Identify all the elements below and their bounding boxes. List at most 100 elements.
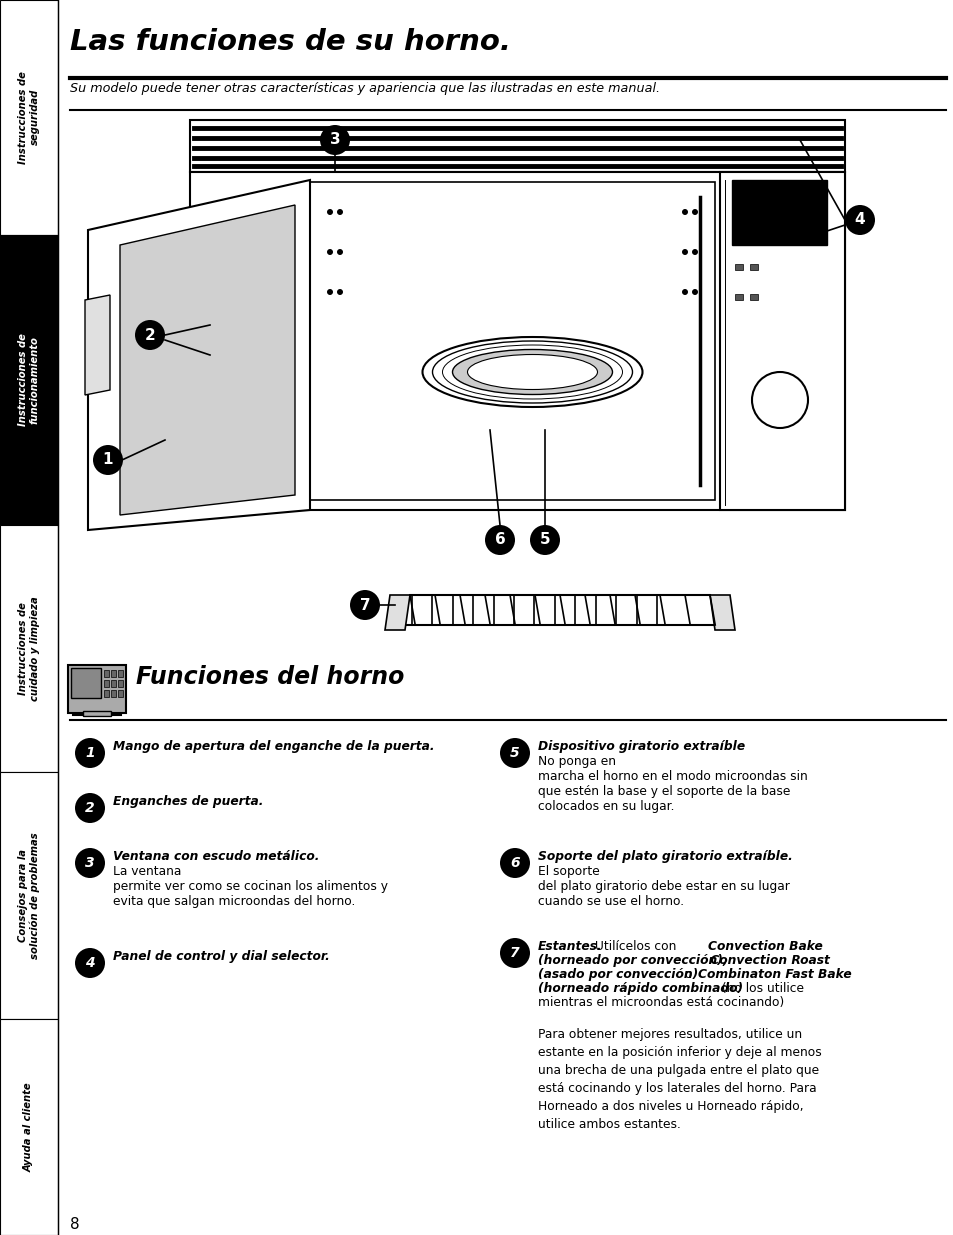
Polygon shape xyxy=(88,180,310,530)
Text: Instrucciones de
funcionamiento: Instrucciones de funcionamiento xyxy=(18,333,40,426)
Bar xyxy=(68,664,126,713)
Bar xyxy=(190,172,844,510)
Polygon shape xyxy=(85,295,110,395)
Text: 3: 3 xyxy=(330,132,340,147)
Bar xyxy=(749,294,758,300)
Text: Utilícelos con: Utilícelos con xyxy=(590,940,679,953)
Circle shape xyxy=(336,249,343,254)
Bar xyxy=(749,264,758,270)
Circle shape xyxy=(499,939,530,968)
Bar xyxy=(0,525,58,772)
Text: Soporte del plato giratorio extraíble.: Soporte del plato giratorio extraíble. xyxy=(537,850,792,863)
Text: 5: 5 xyxy=(539,532,550,547)
Bar xyxy=(310,182,714,500)
Circle shape xyxy=(327,209,333,215)
Text: 2: 2 xyxy=(85,802,94,815)
Circle shape xyxy=(681,289,687,295)
Text: Combinaton Fast Bake: Combinaton Fast Bake xyxy=(698,968,851,981)
Bar xyxy=(111,680,116,687)
Text: Mango de apertura del enganche de la puerta.: Mango de apertura del enganche de la pue… xyxy=(112,740,434,753)
Bar xyxy=(734,294,742,300)
Text: Enganches de puerta.: Enganches de puerta. xyxy=(112,795,263,808)
Bar xyxy=(83,711,111,716)
Circle shape xyxy=(691,289,698,295)
Text: 1: 1 xyxy=(85,746,94,760)
Text: Dispositivo giratorio extraíble: Dispositivo giratorio extraíble xyxy=(537,740,744,753)
Circle shape xyxy=(681,209,687,215)
Circle shape xyxy=(75,948,105,978)
Circle shape xyxy=(691,209,698,215)
Text: (horneado por convección),: (horneado por convección), xyxy=(537,953,727,967)
Text: 7: 7 xyxy=(510,946,519,960)
Text: 5: 5 xyxy=(510,746,519,760)
Text: La ventana
permite ver como se cocinan los alimentos y
evita que salgan microond: La ventana permite ver como se cocinan l… xyxy=(112,864,388,908)
Bar xyxy=(190,120,844,172)
Bar xyxy=(111,690,116,697)
Text: 4: 4 xyxy=(85,956,94,969)
Polygon shape xyxy=(120,205,294,515)
Ellipse shape xyxy=(467,354,597,389)
Text: Instrucciones de
seguridad: Instrucciones de seguridad xyxy=(18,70,40,164)
Circle shape xyxy=(844,205,874,235)
Bar xyxy=(111,671,116,677)
Circle shape xyxy=(530,525,559,555)
Text: 7: 7 xyxy=(359,598,370,613)
Text: Convection Roast: Convection Roast xyxy=(705,953,829,967)
Text: Convection Bake: Convection Bake xyxy=(707,940,821,953)
Text: 3: 3 xyxy=(85,856,94,869)
Text: Para obtener mejores resultados, utilice un
estante en la posición inferior y de: Para obtener mejores resultados, utilice… xyxy=(537,1028,821,1131)
Bar xyxy=(0,1019,58,1235)
Bar xyxy=(104,671,109,677)
Circle shape xyxy=(336,209,343,215)
Circle shape xyxy=(499,739,530,768)
Text: Ayuda al cliente: Ayuda al cliente xyxy=(24,1082,34,1172)
Text: Funciones del horno: Funciones del horno xyxy=(136,664,404,689)
Text: (horneado rápido combinado): (horneado rápido combinado) xyxy=(537,982,742,995)
Circle shape xyxy=(92,445,123,475)
Bar xyxy=(0,772,58,1019)
Circle shape xyxy=(350,590,379,620)
Circle shape xyxy=(327,289,333,295)
Circle shape xyxy=(484,525,515,555)
Polygon shape xyxy=(385,595,410,630)
Text: Panel de control y dial selector.: Panel de control y dial selector. xyxy=(112,950,330,963)
Circle shape xyxy=(336,289,343,295)
Circle shape xyxy=(319,125,350,156)
Bar xyxy=(118,690,123,697)
Bar xyxy=(731,180,826,245)
Text: 6: 6 xyxy=(494,532,505,547)
Bar xyxy=(0,0,58,235)
Circle shape xyxy=(691,249,698,254)
Polygon shape xyxy=(709,595,734,630)
Text: Consejos para la
solución de problemas: Consejos para la solución de problemas xyxy=(18,832,40,958)
Circle shape xyxy=(681,249,687,254)
Polygon shape xyxy=(390,595,729,625)
Text: 2: 2 xyxy=(145,327,155,342)
Text: No ponga en
marcha el horno en el modo microondas sin
que estén la base y el sop: No ponga en marcha el horno en el modo m… xyxy=(537,755,807,813)
Text: o: o xyxy=(680,968,696,981)
Text: 1: 1 xyxy=(103,452,113,468)
Bar xyxy=(734,264,742,270)
Text: Las funciones de su horno.: Las funciones de su horno. xyxy=(70,28,511,56)
Text: mientras el microondas está cocinando): mientras el microondas está cocinando) xyxy=(537,995,783,1009)
Bar xyxy=(71,668,101,698)
Text: (no los utilice: (no los utilice xyxy=(718,982,803,995)
Bar xyxy=(118,671,123,677)
Text: El soporte
del plato giratorio debe estar en su lugar
cuando se use el horno.: El soporte del plato giratorio debe esta… xyxy=(537,864,789,908)
Text: Estantes.: Estantes. xyxy=(537,940,602,953)
Circle shape xyxy=(75,848,105,878)
Ellipse shape xyxy=(452,350,612,394)
Bar xyxy=(118,680,123,687)
Circle shape xyxy=(75,739,105,768)
Text: Instrucciones de
cuidado y limpieza: Instrucciones de cuidado y limpieza xyxy=(18,597,40,700)
Circle shape xyxy=(499,848,530,878)
Bar xyxy=(104,680,109,687)
Circle shape xyxy=(751,372,807,429)
Text: 4: 4 xyxy=(854,212,864,227)
Text: Ventana con escudo metálico.: Ventana con escudo metálico. xyxy=(112,850,319,863)
Circle shape xyxy=(135,320,165,350)
Bar xyxy=(104,690,109,697)
Text: (asado por convección): (asado por convección) xyxy=(537,968,698,981)
Bar xyxy=(0,235,58,525)
Bar xyxy=(720,172,844,510)
